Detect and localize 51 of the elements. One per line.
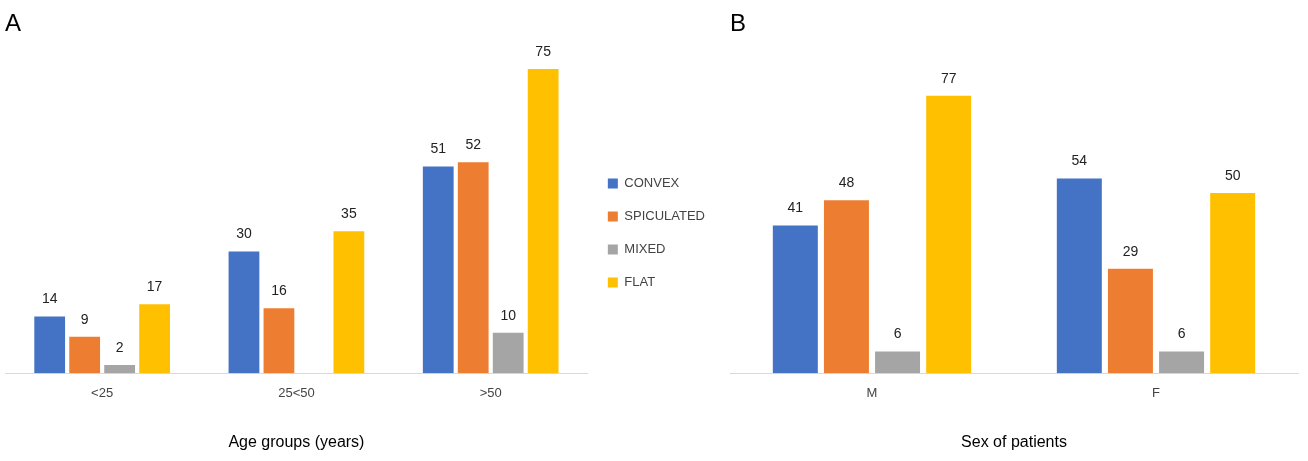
legend-label: FLAT <box>624 274 656 290</box>
data-label: 17 <box>146 278 163 295</box>
x-tick-label: M <box>866 384 878 400</box>
x-tick-label: >50 <box>479 384 502 400</box>
data-label: 75 <box>535 42 552 59</box>
bar <box>263 308 295 374</box>
x-tick-label: 25<50 <box>278 384 315 400</box>
x-axis-title: Age groups (years) <box>228 432 365 450</box>
bar <box>457 162 489 374</box>
bar <box>1159 351 1205 374</box>
data-label: 41 <box>787 199 804 216</box>
chart-title: A <box>5 9 22 37</box>
data-label: 29 <box>1122 242 1139 259</box>
bar <box>1210 192 1256 374</box>
bar <box>926 95 972 374</box>
bar <box>34 316 66 374</box>
legend-label: MIXED <box>624 241 666 257</box>
data-label: 6 <box>1177 325 1186 342</box>
bar <box>772 225 818 374</box>
bar <box>527 69 559 374</box>
bar <box>492 332 524 374</box>
data-label: 48 <box>838 174 855 191</box>
data-label: 10 <box>500 306 517 323</box>
bar <box>228 251 260 374</box>
bar <box>69 336 101 374</box>
data-label: 35 <box>341 205 357 222</box>
bar <box>139 304 170 374</box>
x-tick-label: <25 <box>91 384 114 400</box>
x-axis-title: Sex of patients <box>961 432 1067 450</box>
data-label: 77 <box>940 69 957 86</box>
bar <box>333 231 365 374</box>
data-label: 52 <box>465 136 482 153</box>
chart-title: B <box>730 9 747 37</box>
data-label: 54 <box>1071 152 1088 169</box>
data-label: 50 <box>1224 166 1241 183</box>
legend-label: CONVEX <box>624 175 680 191</box>
data-label: 2 <box>115 338 124 355</box>
data-label: 14 <box>41 290 58 307</box>
bar <box>422 166 454 374</box>
data-label: 51 <box>430 140 447 157</box>
legend-label: SPICULATED <box>624 208 706 224</box>
x-tick-label: F <box>1152 384 1161 400</box>
data-label: 16 <box>271 282 287 299</box>
bar <box>875 351 921 374</box>
bar <box>823 200 869 374</box>
bar <box>1107 268 1153 374</box>
bar <box>104 365 136 374</box>
data-label: 6 <box>893 325 902 342</box>
bar <box>1056 178 1102 374</box>
data-label: 30 <box>236 225 252 242</box>
data-label: 9 <box>80 310 89 327</box>
